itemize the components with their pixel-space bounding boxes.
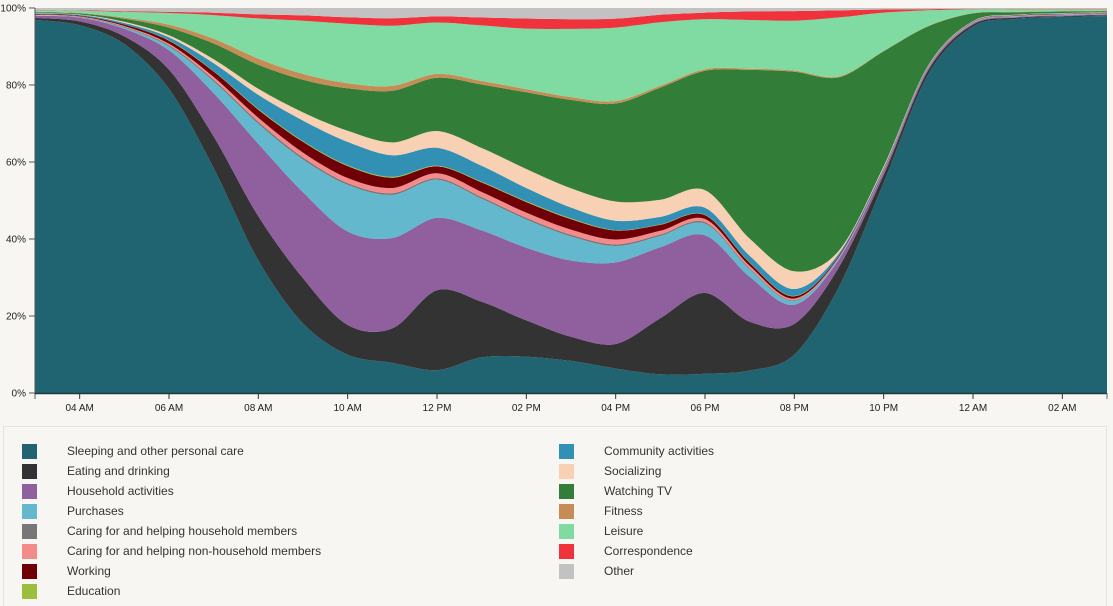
x-tick-label: 06 AM — [155, 403, 183, 414]
x-tick-label: 02 AM — [1048, 403, 1076, 414]
legend-item[interactable]: Sleeping and other personal care — [22, 441, 321, 461]
legend-swatch — [22, 543, 37, 559]
legend-swatch — [559, 463, 574, 479]
legend-label: Leisure — [604, 524, 644, 538]
legend-swatch — [22, 443, 37, 459]
legend-label: Purchases — [67, 504, 124, 518]
y-tick-label: 0% — [12, 389, 27, 400]
legend-item[interactable]: Other — [559, 561, 714, 581]
legend-label: Education — [67, 584, 121, 598]
legend-label: Household activities — [67, 484, 174, 498]
legend-label: Correspondence — [604, 544, 693, 558]
area-layers — [35, 8, 1107, 393]
x-axis: 04 AM 06 AM 08 AM 10 AM 12 PM 02 PM 04 PM 06 PM… — [35, 392, 1108, 414]
legend-item[interactable]: Caring for and helping household members — [22, 521, 321, 541]
legend: Sleeping and other personal care Eating a… — [3, 426, 1107, 606]
legend-item[interactable]: Education — [22, 581, 321, 601]
stacked-area-chart: 0% 20% 40% 60% 80% 100% 04 AM 06 AM 08 AM 10 AM 1… — [0, 4, 1108, 414]
legend-swatch — [559, 563, 574, 579]
area-fitness[interactable] — [35, 10, 1107, 105]
area-sleeping-and-other-personal-care[interactable] — [35, 16, 1107, 393]
legend-swatch — [22, 463, 37, 479]
legend-swatch — [559, 503, 574, 519]
legend-label: Watching TV — [604, 484, 673, 498]
area-correspondence[interactable] — [35, 8, 1107, 29]
legend-column-right: Community activities Socializing Watching … — [559, 441, 714, 581]
x-tick-label: 08 AM — [244, 403, 272, 414]
x-tick-label: 02 PM — [512, 403, 541, 414]
y-tick-label: 80% — [6, 81, 26, 92]
y-tick-label: 40% — [6, 235, 26, 246]
area-household-activities[interactable] — [35, 14, 1107, 345]
legend-swatch — [559, 523, 574, 539]
legend-swatch — [22, 563, 37, 579]
x-tick-label: 10 AM — [333, 403, 361, 414]
legend-item[interactable]: Purchases — [22, 501, 321, 521]
y-tick-label: 60% — [6, 158, 26, 169]
legend-item[interactable]: Caring for and helping non-household mem… — [22, 541, 321, 561]
y-axis: 0% 20% 40% 60% 80% 100% — [0, 4, 36, 400]
legend-label: Caring for and helping household members — [67, 524, 298, 538]
x-tick-label: 10 PM — [869, 403, 898, 414]
legend-item[interactable]: Correspondence — [559, 541, 714, 561]
legend-swatch — [559, 483, 574, 499]
x-tick-label: 04 AM — [65, 403, 93, 414]
legend-label: Socializing — [604, 464, 662, 478]
area-purchases[interactable] — [35, 14, 1107, 305]
area-leisure[interactable] — [35, 9, 1107, 102]
legend-label: Fitness — [604, 504, 643, 518]
x-tick-label: 04 PM — [601, 403, 630, 414]
legend-item[interactable]: Leisure — [559, 521, 714, 541]
legend-swatch — [22, 583, 37, 599]
x-tick-label: 12 AM — [959, 403, 987, 414]
legend-item[interactable]: Household activities — [22, 481, 321, 501]
legend-swatch — [22, 503, 37, 519]
legend-label: Eating and drinking — [67, 464, 170, 478]
x-tick-label: 06 PM — [691, 403, 720, 414]
legend-item[interactable]: Socializing — [559, 461, 714, 481]
legend-label: Other — [604, 564, 635, 578]
area-watching-tv[interactable] — [35, 11, 1107, 272]
legend-label: Community activities — [604, 444, 715, 458]
legend-label: Sleeping and other personal care — [67, 444, 244, 458]
legend-item[interactable]: Working — [22, 561, 321, 581]
y-tick-label: 20% — [6, 312, 26, 323]
legend-item[interactable]: Eating and drinking — [22, 461, 321, 481]
area-other[interactable] — [35, 8, 1107, 20]
legend-item[interactable]: Fitness — [559, 501, 714, 521]
x-tick-label: 12 PM — [423, 403, 452, 414]
y-tick-label: 100% — [0, 4, 26, 15]
legend-swatch — [559, 443, 574, 459]
x-tick-label: 08 PM — [780, 403, 809, 414]
legend-label: Caring for and helping non-household mem… — [67, 544, 322, 558]
legend-column-left: Sleeping and other personal care Eating a… — [22, 441, 321, 601]
legend-label: Working — [67, 564, 111, 578]
legend-item[interactable]: Community activities — [559, 441, 714, 461]
legend-swatch — [22, 483, 37, 499]
area-eating-and-drinking[interactable] — [35, 15, 1107, 375]
legend-item[interactable]: Watching TV — [559, 481, 714, 501]
legend-swatch — [559, 543, 574, 559]
legend-swatch — [22, 523, 37, 539]
